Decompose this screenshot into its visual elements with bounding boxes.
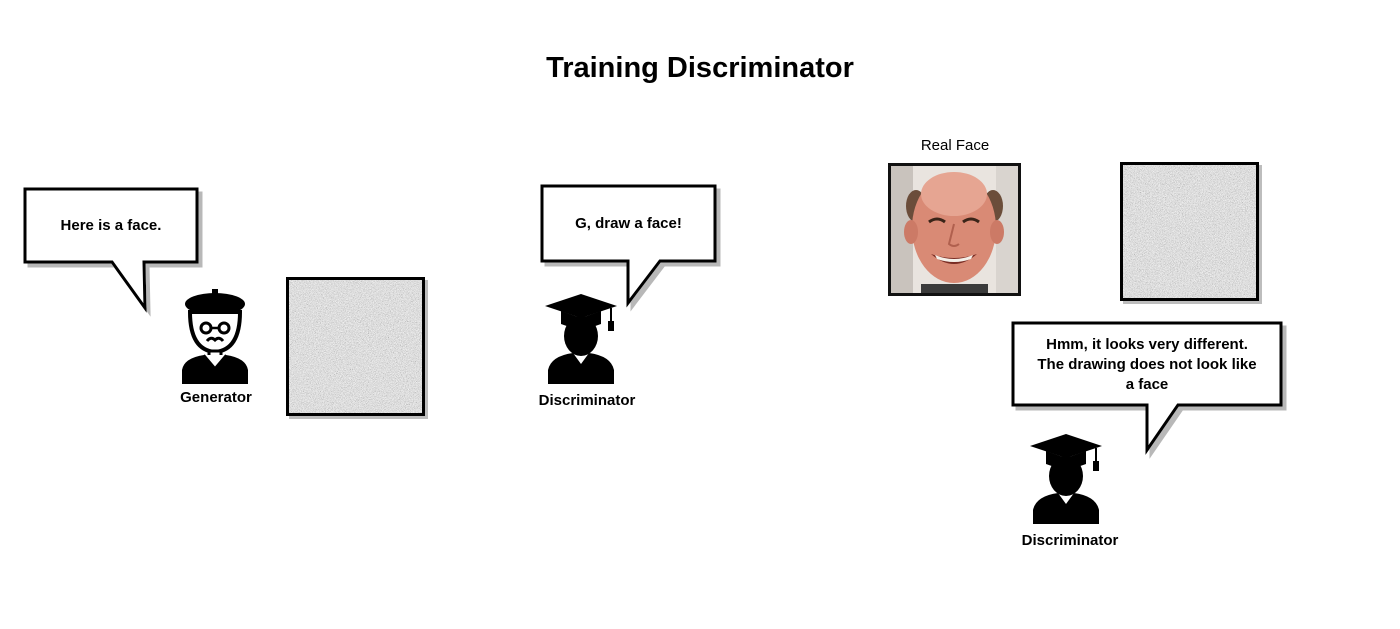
generator-speech-text: Here is a face.: [60, 217, 162, 234]
generated-noise-image: [286, 277, 425, 416]
real-face-label: Real Face: [920, 137, 990, 154]
noise-pattern: [1123, 165, 1256, 298]
discriminator-request-speech-text: G, draw a face!: [575, 214, 682, 232]
graduate-icon: [545, 294, 617, 384]
verdict-line-1: Hmm, it looks very different.: [1046, 336, 1248, 353]
verdict-line-3: a face: [1125, 376, 1169, 393]
verdict-line-2: The drawing does not look like: [1037, 356, 1257, 373]
real-face-image: [888, 163, 1021, 296]
discriminator-verdict-speech-bubble: [1011, 321, 1283, 455]
generator-label: Generator: [180, 389, 252, 406]
discriminator-request-label: Discriminator: [538, 392, 636, 409]
discriminator-verdict-label: Discriminator: [1021, 532, 1119, 549]
noise-pattern: [289, 280, 422, 413]
generator-speech-bubble: [23, 187, 199, 313]
drawn-noise-image: [1120, 162, 1259, 301]
face-photo-illustration: [891, 166, 1018, 293]
graduate-icon: [1030, 434, 1102, 524]
diagram-title: Training Discriminator: [546, 52, 854, 84]
discriminator-request-speech-bubble: [540, 184, 717, 308]
discriminator-verdict-speech-text: Hmm, it looks very different. The drawin…: [1015, 334, 1279, 396]
artist-icon: [182, 289, 248, 384]
